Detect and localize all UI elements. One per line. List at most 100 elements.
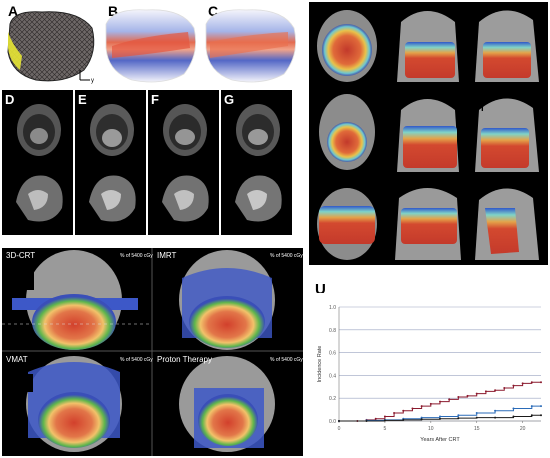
series-point-3 [457, 417, 460, 420]
series-point-1 [484, 390, 487, 393]
panel-n-label: N [312, 183, 324, 200]
x-axis-label: Years After CRT [420, 437, 460, 443]
ct-o [395, 188, 461, 260]
series-point-3 [530, 414, 533, 417]
mri-scans-d [16, 104, 63, 222]
x-tick-label: 20 [520, 426, 526, 432]
series-point-1 [420, 405, 423, 408]
series-point-3 [420, 418, 423, 421]
series-point-1 [475, 392, 478, 395]
series-point-1 [521, 382, 524, 385]
mri-scans-g [235, 104, 282, 222]
panel-k-label: K [312, 98, 323, 115]
panel-d: D [2, 90, 73, 235]
plan-t-image [179, 356, 275, 452]
y-axis-label: Incidence Rate [317, 346, 323, 383]
series-point-1 [383, 415, 386, 418]
dose-legend-s: % of 5400 cGy [120, 357, 153, 363]
panel-t-label: T [168, 374, 178, 392]
plan-q-title: 3D-CRT [6, 251, 36, 260]
series-point-1 [540, 381, 542, 384]
panel-g: G [221, 90, 292, 235]
series-point-3 [338, 420, 340, 422]
panel-i-label: I [391, 10, 396, 27]
panel-a: A y [2, 2, 100, 86]
panel-a-label: A [8, 3, 19, 19]
series-point-1 [393, 412, 396, 415]
series-point-3 [383, 419, 386, 422]
mri-scans-f [162, 104, 209, 222]
x-tick-label: 15 [474, 426, 480, 432]
ct-p [475, 188, 539, 260]
panel-m-label: M [471, 98, 485, 115]
ct-n [317, 188, 377, 260]
series-point-3 [365, 420, 368, 422]
series-point-2 [457, 414, 460, 417]
series-point-1 [402, 409, 405, 412]
y-tick-label: 0.8 [329, 328, 336, 334]
panel-p-label: P [471, 183, 482, 200]
dose-surface-c [205, 9, 297, 83]
series-point-1 [466, 394, 469, 397]
plan-s-image [26, 356, 122, 452]
series-point-1 [530, 381, 533, 384]
panel-f-label: F [151, 92, 159, 107]
panel-r-label: R [168, 272, 180, 290]
panel-u-label: U [315, 281, 326, 298]
series-point-2 [530, 405, 533, 408]
dose-legend-q: % of 5400 cGy [120, 253, 153, 259]
dose-legend-t: % of 5400 cGy [270, 357, 303, 363]
mri-scans-e [89, 104, 136, 222]
plan-s-title: VMAT [6, 355, 28, 364]
panel-s-label: S [22, 374, 33, 392]
series-point-3 [475, 416, 478, 419]
panel-l-label: L [391, 98, 400, 115]
series-point-3 [512, 415, 515, 418]
series-point-3 [402, 418, 405, 421]
ct-m [475, 98, 539, 172]
panel-g-label: G [224, 92, 235, 107]
panel-f: F [148, 90, 219, 235]
dose-surface-b [105, 9, 197, 83]
y-tick-label: 0.6 [329, 351, 336, 357]
panel-e: E [75, 90, 146, 235]
series-point-1 [457, 396, 460, 399]
ct-l [397, 99, 459, 172]
series-point-1 [494, 389, 497, 392]
series-point-1 [429, 402, 432, 405]
panel-q-label: Q [22, 272, 35, 290]
plan-q-image [2, 250, 150, 350]
incidence-chart-svg: 0.0 0.2 0.4 0.6 0.8 1.0 0 5 10 15 20 Years After CR… [317, 305, 542, 443]
x-tick-label: 5 [384, 426, 387, 432]
series-point-1 [503, 386, 506, 389]
series-point-1 [512, 384, 515, 387]
axis-triad [79, 70, 90, 81]
series-point-2 [439, 415, 441, 418]
ct-grid: H I J K L M N O P [309, 2, 548, 265]
mesh-model-a: y [7, 11, 95, 84]
y-tick-label: 1.0 [329, 305, 336, 311]
series-point-2 [540, 405, 542, 408]
panel-j-label: J [471, 10, 479, 27]
series-point-2 [494, 409, 497, 412]
panel-h-label: H [312, 10, 324, 27]
panel-o-label: O [391, 183, 404, 200]
axis-marker: y [91, 78, 94, 84]
panel-b-label: B [108, 3, 119, 19]
series-point-1 [448, 398, 451, 401]
series-point-1 [411, 407, 414, 410]
panel-b: B [102, 2, 200, 86]
panel-c-label: C [208, 3, 219, 19]
y-tick-label: 0.0 [329, 419, 336, 425]
series-point-3 [494, 416, 497, 419]
series-point-1 [439, 400, 441, 403]
series-point-2 [475, 412, 478, 415]
plan-r-image [179, 250, 275, 350]
plan-r-title: IMRT [157, 251, 177, 260]
x-tick-label: 0 [338, 426, 341, 432]
series-point-3 [439, 417, 441, 420]
plan-t-title: Proton Therapy [157, 355, 212, 364]
ct-i [397, 11, 459, 82]
panel-d-label: D [5, 92, 15, 107]
y-tick-label: 0.4 [329, 373, 336, 379]
